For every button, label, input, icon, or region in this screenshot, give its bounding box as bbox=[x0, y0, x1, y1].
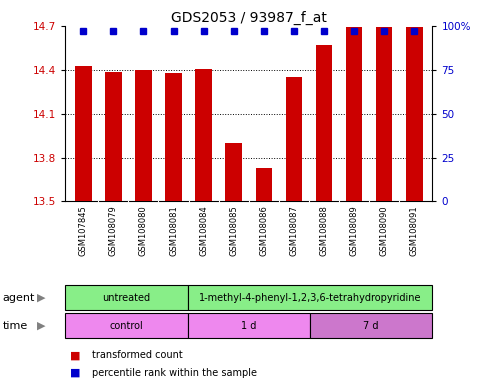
Text: GSM108080: GSM108080 bbox=[139, 205, 148, 256]
Bar bbox=[195, 69, 212, 201]
Text: 1 d: 1 d bbox=[241, 321, 256, 331]
Bar bbox=[65, 285, 187, 310]
Text: percentile rank within the sample: percentile rank within the sample bbox=[92, 368, 257, 378]
Text: ■: ■ bbox=[70, 368, 81, 378]
Text: ▶: ▶ bbox=[37, 321, 45, 331]
Text: GSM108084: GSM108084 bbox=[199, 205, 208, 256]
Text: GSM108081: GSM108081 bbox=[169, 205, 178, 256]
Text: GSM108087: GSM108087 bbox=[289, 205, 298, 256]
Bar bbox=[376, 27, 392, 201]
Bar bbox=[226, 143, 242, 201]
Bar bbox=[187, 285, 432, 310]
Bar bbox=[135, 70, 152, 201]
Text: transformed count: transformed count bbox=[92, 350, 183, 360]
Text: GSM108086: GSM108086 bbox=[259, 205, 268, 256]
Bar bbox=[256, 168, 272, 201]
Text: GSM108090: GSM108090 bbox=[380, 205, 389, 256]
Text: agent: agent bbox=[2, 293, 35, 303]
Bar bbox=[406, 27, 423, 201]
Text: 1-methyl-4-phenyl-1,2,3,6-tetrahydropyridine: 1-methyl-4-phenyl-1,2,3,6-tetrahydropyri… bbox=[199, 293, 421, 303]
Text: ■: ■ bbox=[70, 350, 81, 360]
Bar bbox=[310, 313, 432, 338]
Text: GSM108088: GSM108088 bbox=[319, 205, 328, 256]
Text: control: control bbox=[110, 321, 143, 331]
Bar bbox=[105, 72, 122, 201]
Text: untreated: untreated bbox=[102, 293, 150, 303]
Bar bbox=[75, 66, 92, 201]
Text: GSM107845: GSM107845 bbox=[79, 205, 88, 256]
Text: GSM108091: GSM108091 bbox=[410, 205, 419, 256]
Bar bbox=[165, 73, 182, 201]
Text: GSM108089: GSM108089 bbox=[350, 205, 358, 256]
Bar bbox=[65, 313, 187, 338]
Bar bbox=[187, 313, 310, 338]
Text: ▶: ▶ bbox=[37, 293, 45, 303]
Text: 7 d: 7 d bbox=[363, 321, 379, 331]
Bar bbox=[346, 27, 362, 201]
Title: GDS2053 / 93987_f_at: GDS2053 / 93987_f_at bbox=[171, 12, 327, 25]
Text: GSM108085: GSM108085 bbox=[229, 205, 238, 256]
Text: time: time bbox=[2, 321, 28, 331]
Bar bbox=[316, 45, 332, 201]
Text: GSM108079: GSM108079 bbox=[109, 205, 118, 256]
Bar bbox=[285, 78, 302, 201]
